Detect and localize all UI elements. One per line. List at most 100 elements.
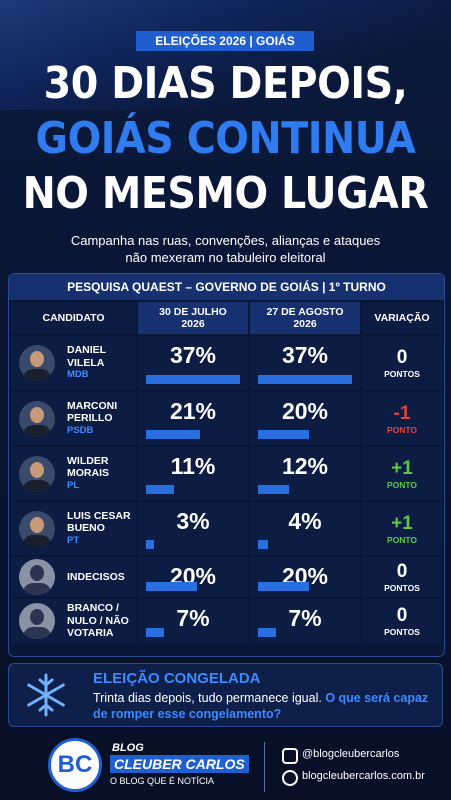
header-line: 2026 — [293, 318, 317, 330]
bar — [146, 582, 197, 591]
header-line: VARIAÇÃO — [374, 312, 430, 324]
cell — [362, 599, 442, 643]
percentage: 37% — [169, 342, 217, 368]
percentage: 20% — [281, 398, 329, 424]
candidate-name: MORAIS — [67, 467, 109, 480]
candidate-name: VILELA — [67, 356, 105, 369]
divider — [264, 742, 265, 792]
percentage: 37% — [281, 342, 329, 368]
avatar-head — [30, 609, 44, 625]
instagram-icon — [282, 748, 298, 764]
candidate-name: WILDER — [67, 454, 109, 467]
header-line: 27 DE AGOSTO — [266, 306, 344, 318]
snowflake-icon — [27, 673, 65, 717]
web-icon — [282, 770, 298, 786]
candidate: LUIS CESAR BUENO PT — [67, 502, 137, 555]
cell — [362, 502, 442, 555]
bar — [258, 485, 289, 494]
bar — [146, 485, 175, 494]
callout: ELEIÇÃO CONGELADA Trinta dias depois, tu… — [8, 663, 443, 727]
candidate-name: INDECISOS — [67, 570, 125, 583]
avatar — [19, 559, 55, 595]
candidate-name: VOTARIA — [67, 627, 114, 640]
column-header: 27 DE AGOSTO 2026 — [250, 302, 360, 334]
callout-highlight: O que será capaz de romper esse congelam… — [93, 691, 429, 721]
variation: -1 PONTO — [362, 392, 442, 445]
party: MDB — [67, 369, 89, 381]
candidate: WILDER MORAIS PL — [67, 447, 137, 500]
bar — [146, 540, 154, 549]
subtitle-line: não mexeram no tabuleiro eleitoral — [125, 250, 326, 265]
bar — [146, 628, 164, 637]
flag-bg — [0, 0, 451, 110]
percentage: 12% — [281, 453, 329, 479]
candidate-name: NULO / NÃO — [67, 614, 129, 627]
avatar — [19, 400, 55, 437]
column-header: 30 DE JULHO 2026 — [138, 302, 248, 334]
cell — [362, 447, 442, 500]
header-line: 2026 — [181, 318, 205, 330]
callout-title: ELEIÇÃO CONGELADA — [93, 670, 261, 687]
callout-body: Trinta dias depois, tudo permanece igual… — [93, 691, 322, 705]
avatar-body — [23, 424, 51, 437]
party: PL — [67, 479, 80, 491]
cell — [138, 502, 248, 555]
change-unit: PONTO — [386, 534, 418, 545]
avatar-body — [23, 627, 51, 639]
avatar-body — [23, 534, 51, 547]
callout-text: Trinta dias depois, tudo permanece igual… — [93, 690, 433, 722]
brand-tagline: O BLOG QUE É NOTÍCIA — [110, 776, 215, 786]
bar — [258, 375, 353, 384]
candidate-name: DANIEL — [67, 344, 107, 357]
avatar-head — [30, 565, 44, 581]
avatar — [19, 345, 55, 381]
cell — [362, 392, 442, 445]
change: 0 — [396, 561, 408, 582]
change: +1 — [391, 457, 413, 479]
title-line: 30 DIAS DEPOIS, — [43, 58, 408, 109]
avatar-body — [23, 369, 51, 381]
avatar-head — [30, 516, 44, 533]
avatar — [19, 603, 55, 639]
bar — [258, 540, 269, 549]
brand-blog: BLOG — [112, 742, 144, 754]
avatar-body — [23, 479, 51, 492]
subtitle: Campanha nas ruas, convenções, alianças … — [0, 232, 451, 266]
logo: BC — [48, 738, 102, 792]
change-unit: PONTOS — [384, 369, 420, 379]
avatar-head — [30, 406, 44, 423]
candidate: BRANCO / NULO / NÃO VOTARIA — [67, 599, 137, 643]
percentage: 7% — [288, 605, 322, 631]
percentage: 11% — [170, 453, 216, 479]
avatar-head — [30, 351, 44, 367]
variation: 0 PONTOS — [362, 557, 442, 597]
percentage: 21% — [169, 398, 217, 424]
table-title: PESQUISA QUAEST – GOVERNO DE GOIÁS | 1º … — [9, 274, 444, 300]
badge: ELEIÇÕES 2026 | GOIÁS — [136, 31, 314, 51]
avatar — [19, 455, 55, 492]
percentage: 3% — [176, 508, 210, 534]
change-unit: PONTOS — [384, 627, 420, 637]
change: 0 — [396, 605, 408, 626]
percentage: 4% — [288, 508, 322, 534]
variation: 0 PONTOS — [362, 599, 442, 643]
cell — [362, 557, 442, 597]
party: PT — [67, 534, 80, 546]
candidate: MARCONI PERILLO PSDB — [67, 392, 137, 445]
column-header: VARIAÇÃO — [362, 302, 442, 334]
variation: +1 PONTO — [362, 502, 442, 555]
header-line: CANDIDATO — [42, 312, 105, 324]
website: blogcleubercarlos.com.br — [302, 770, 425, 782]
bar — [258, 628, 276, 637]
avatar-body — [23, 583, 51, 595]
candidate-name: BRANCO / — [67, 602, 119, 615]
candidate: DANIEL VILELA MDB — [67, 336, 137, 390]
variation: 0 PONTOS — [362, 336, 442, 390]
bar — [258, 582, 309, 591]
candidate-name: LUIS CESAR — [67, 509, 131, 522]
brand-name: CLEUBER CARLOS — [110, 755, 249, 773]
change: 0 — [396, 347, 408, 368]
change-unit: PONTOS — [384, 583, 420, 593]
avatar-head — [30, 461, 44, 478]
